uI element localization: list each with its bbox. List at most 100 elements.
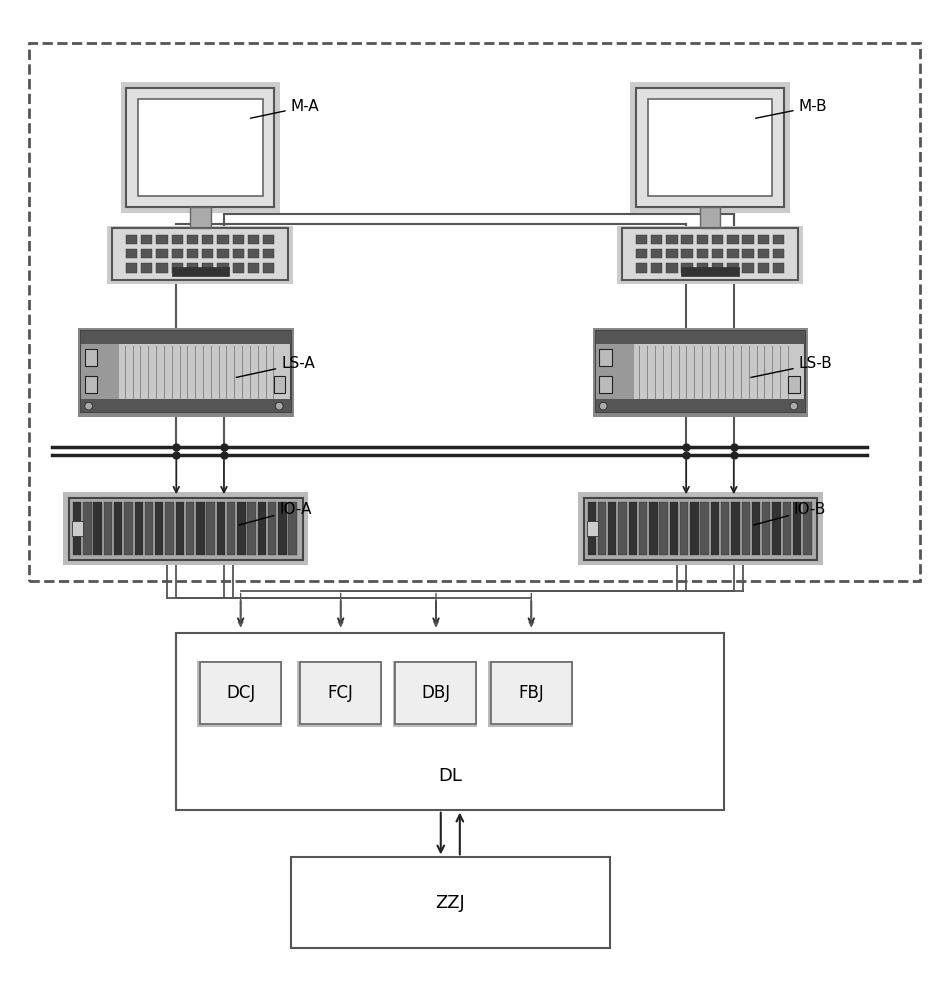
Bar bbox=[232, 263, 244, 273]
Bar bbox=[187, 263, 198, 273]
Bar bbox=[120, 82, 280, 213]
Bar bbox=[579, 495, 820, 564]
Bar bbox=[126, 88, 274, 207]
Bar bbox=[592, 328, 807, 417]
Bar bbox=[141, 263, 152, 273]
Text: DL: DL bbox=[438, 767, 462, 785]
Bar bbox=[487, 661, 572, 727]
Bar bbox=[202, 235, 213, 244]
Bar bbox=[595, 344, 633, 399]
Bar bbox=[171, 267, 228, 276]
Bar bbox=[237, 502, 246, 555]
Bar bbox=[85, 349, 97, 366]
Bar bbox=[216, 502, 225, 555]
Bar bbox=[711, 235, 723, 244]
Bar bbox=[648, 502, 657, 555]
Bar bbox=[107, 226, 292, 284]
Bar bbox=[300, 662, 381, 724]
Bar bbox=[586, 502, 595, 555]
Bar bbox=[81, 331, 290, 412]
Bar bbox=[73, 502, 81, 555]
Bar bbox=[257, 502, 266, 555]
Bar bbox=[665, 235, 677, 244]
Bar bbox=[650, 263, 662, 273]
Text: M-A: M-A bbox=[250, 99, 319, 118]
Bar bbox=[155, 502, 164, 555]
Bar bbox=[29, 43, 919, 581]
Bar bbox=[597, 502, 605, 555]
Bar bbox=[757, 263, 768, 273]
Bar bbox=[186, 502, 194, 555]
Bar bbox=[696, 249, 707, 258]
Bar bbox=[721, 502, 728, 555]
Bar bbox=[742, 263, 753, 273]
Bar bbox=[114, 502, 122, 555]
Bar bbox=[217, 249, 228, 258]
Bar bbox=[757, 249, 768, 258]
Text: IO-B: IO-B bbox=[753, 502, 825, 525]
Bar bbox=[395, 662, 476, 724]
Bar bbox=[263, 235, 274, 244]
Bar bbox=[297, 661, 382, 727]
Bar bbox=[595, 399, 804, 412]
Bar bbox=[72, 521, 84, 536]
Bar bbox=[217, 263, 228, 273]
Bar bbox=[607, 502, 616, 555]
Bar bbox=[742, 249, 753, 258]
Bar bbox=[189, 207, 210, 228]
Bar bbox=[711, 249, 723, 258]
Bar bbox=[741, 502, 749, 555]
Bar bbox=[196, 502, 205, 555]
Bar bbox=[659, 502, 667, 555]
Bar bbox=[711, 263, 723, 273]
Bar bbox=[197, 661, 282, 727]
Bar bbox=[638, 502, 646, 555]
Bar bbox=[681, 235, 692, 244]
Bar bbox=[263, 249, 274, 258]
Bar bbox=[81, 399, 290, 412]
Text: IO-A: IO-A bbox=[239, 502, 311, 525]
Bar bbox=[93, 502, 102, 555]
Bar bbox=[681, 263, 692, 273]
Bar bbox=[145, 502, 153, 555]
Bar bbox=[273, 376, 285, 393]
Bar bbox=[689, 502, 698, 555]
Bar bbox=[141, 235, 152, 244]
Bar bbox=[772, 249, 783, 258]
Bar bbox=[635, 249, 646, 258]
Bar bbox=[681, 249, 692, 258]
Bar bbox=[156, 249, 168, 258]
Bar bbox=[248, 263, 259, 273]
Bar bbox=[726, 235, 738, 244]
Bar bbox=[757, 235, 768, 244]
Bar bbox=[202, 249, 213, 258]
Bar bbox=[288, 502, 297, 555]
Bar bbox=[85, 376, 97, 393]
Bar bbox=[665, 249, 677, 258]
Bar bbox=[189, 207, 210, 228]
Bar bbox=[599, 349, 611, 366]
Bar bbox=[681, 267, 738, 276]
Bar bbox=[232, 235, 244, 244]
Bar bbox=[175, 502, 184, 555]
Bar bbox=[248, 502, 255, 555]
Bar bbox=[217, 235, 228, 244]
Bar bbox=[187, 235, 198, 244]
Bar bbox=[782, 502, 790, 555]
Bar bbox=[635, 263, 646, 273]
Bar bbox=[751, 502, 760, 555]
Circle shape bbox=[789, 402, 797, 410]
Text: ZZJ: ZZJ bbox=[435, 894, 465, 912]
Circle shape bbox=[599, 402, 606, 410]
Text: LS-B: LS-B bbox=[750, 356, 831, 377]
Bar bbox=[171, 235, 183, 244]
Bar bbox=[278, 502, 287, 555]
Bar bbox=[156, 263, 168, 273]
Bar bbox=[156, 235, 168, 244]
Bar bbox=[268, 502, 276, 555]
Bar bbox=[699, 207, 720, 228]
Bar bbox=[137, 99, 262, 196]
Bar bbox=[595, 331, 804, 344]
Bar bbox=[126, 249, 137, 258]
Bar bbox=[104, 502, 112, 555]
